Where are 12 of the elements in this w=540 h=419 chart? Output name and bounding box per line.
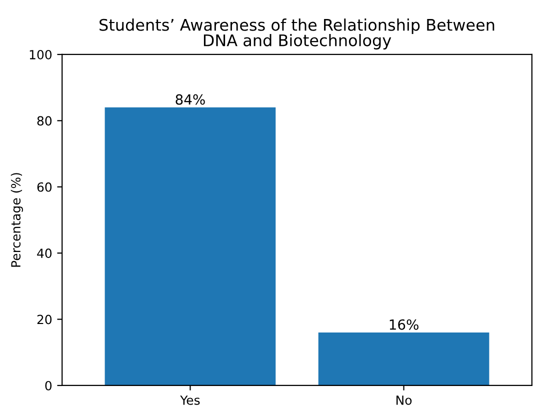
y-tick-label: 20 xyxy=(37,314,52,324)
x-tick-label: Yes xyxy=(180,396,200,405)
y-tick-label: 40 xyxy=(37,248,52,258)
y-tick-label: 80 xyxy=(37,116,52,126)
y-axis-title: Percentage (%) xyxy=(10,173,23,267)
y-tick-label: 0 xyxy=(45,380,52,390)
y-tick-label: 100 xyxy=(30,50,52,60)
data-label: 16% xyxy=(390,319,418,330)
y-tick-label: 60 xyxy=(37,182,52,192)
x-tick-label: No xyxy=(396,396,412,405)
chart-title: Students’ Awareness of the Relationship Between DNA and Biotechnology xyxy=(100,18,494,50)
data-label: 84% xyxy=(176,94,205,105)
